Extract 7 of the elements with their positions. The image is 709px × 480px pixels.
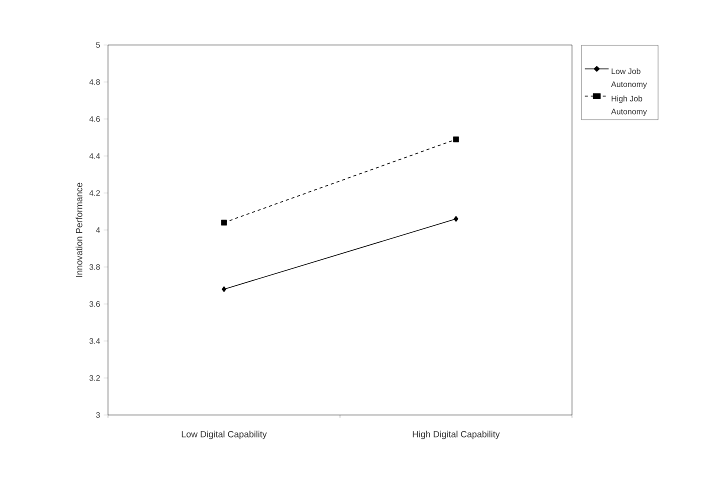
point <box>453 136 459 142</box>
point <box>221 220 227 226</box>
point <box>454 216 458 222</box>
x-tick-label: High Digital Capability <box>412 430 500 440</box>
x-tick-label: Low Digital Capability <box>182 430 267 440</box>
point <box>222 286 226 292</box>
y-axis-title: Innovation Performance <box>76 182 82 277</box>
